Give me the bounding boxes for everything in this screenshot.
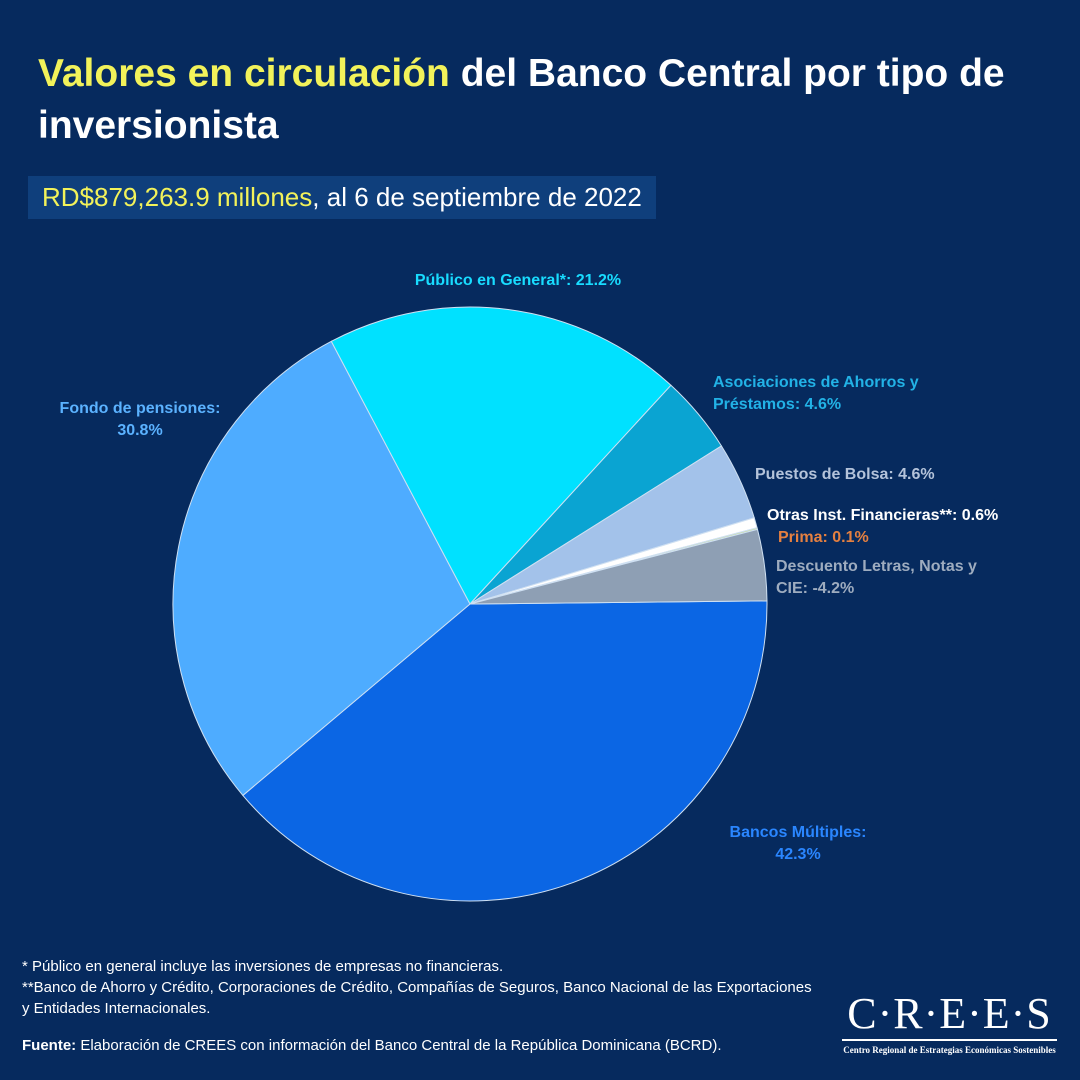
value-label: 30.8% (117, 422, 163, 439)
footnote: * Público en general incluye las inversi… (22, 958, 504, 975)
subtitle-highlight: RD$879,263.9 millones (42, 182, 313, 212)
title-highlight: Valores en circulación (38, 52, 450, 95)
slice-label: Otras Inst. Financieras**: 0.6% (767, 505, 1067, 527)
value-label: 0.6% (961, 507, 999, 524)
category-name: Bancos Múltiples: (729, 824, 867, 841)
pie-slice (172, 340, 471, 797)
logo-tagline: Centro Regional de Estrategias Económica… (843, 1045, 1056, 1055)
value-label: 0.1% (832, 529, 869, 546)
logo-name: C·R·E·E·S (842, 988, 1057, 1041)
title-rest: del Banco Central por tipo de inversioni… (38, 52, 1005, 147)
value-label: 4.6% (898, 466, 935, 483)
value-label: 4.6% (804, 396, 842, 413)
category-name: Otras Inst. Financieras**: (767, 507, 958, 524)
slice-label: Descuento Letras, Notas y CIE: -4.2% (776, 556, 1011, 600)
slice-label: Prima: 0.1% (778, 527, 978, 549)
category-name: Público en General*: (414, 272, 572, 289)
category-name: Prima: (778, 529, 828, 546)
subtitle-rest: , al 6 de septiembre de 2022 (312, 182, 642, 212)
slice-label: Público en General*: 21.2% (368, 270, 668, 292)
slice-label: Bancos Múltiples: 42.3% (703, 822, 893, 866)
logo: C·R·E·E·S Centro Regional de Estrategias … (842, 988, 1057, 1055)
category-name: Puestos de Bolsa: (755, 466, 894, 483)
category-name: Descuento Letras, Notas y CIE: (776, 558, 977, 597)
slice-label: Fondo de pensiones: 30.8% (40, 398, 240, 442)
category-name: Fondo de pensiones: (59, 400, 221, 417)
slice-label: Asociaciones de Ahorros y Préstamos: 4.6… (713, 372, 963, 416)
title: Valores en circulación del Banco Central… (38, 48, 1048, 152)
footnote: **Banco de Ahorro y Crédito, Corporacion… (22, 979, 812, 1017)
subtitle: RD$879,263.9 millones, al 6 de septiembr… (28, 176, 656, 219)
source-label: Fuente: (22, 1037, 77, 1054)
pie-slice (469, 528, 768, 605)
category-name: Asociaciones de Ahorros y Préstamos: (713, 374, 919, 413)
value-label: -4.2% (812, 580, 855, 597)
slice-label: Puestos de Bolsa: 4.6% (755, 464, 1055, 486)
source-text: Elaboración de CREES con información del… (80, 1037, 722, 1054)
pie-slice (330, 306, 672, 605)
source: Fuente: Elaboración de CREES con informa… (22, 1037, 722, 1054)
value-label: 21.2% (575, 272, 622, 289)
value-label: 42.3% (775, 846, 821, 863)
pie-slice (242, 600, 768, 902)
footnotes: * Público en general incluye las inversi… (22, 956, 812, 1019)
